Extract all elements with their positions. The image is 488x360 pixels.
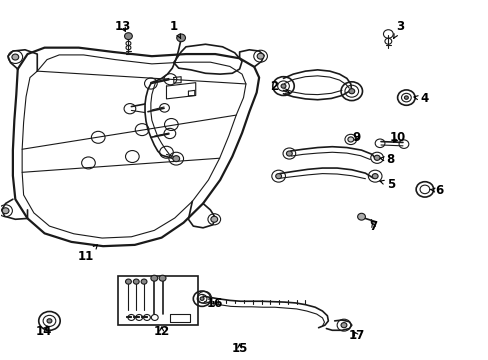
Text: 17: 17 (348, 329, 364, 342)
Circle shape (281, 84, 285, 88)
Text: 12: 12 (153, 325, 169, 338)
Text: 6: 6 (429, 184, 443, 197)
Circle shape (348, 89, 354, 94)
Text: 1: 1 (169, 20, 180, 38)
Circle shape (347, 137, 353, 142)
Circle shape (47, 319, 52, 323)
Text: 4: 4 (413, 93, 428, 105)
Circle shape (210, 216, 217, 222)
Circle shape (176, 34, 185, 42)
Circle shape (124, 33, 132, 40)
Text: 8: 8 (379, 153, 394, 166)
Circle shape (340, 323, 346, 328)
Bar (118, 276, 198, 325)
Text: 5: 5 (379, 178, 394, 191)
Circle shape (172, 156, 179, 162)
Circle shape (151, 275, 158, 281)
Circle shape (12, 54, 19, 60)
Circle shape (286, 151, 292, 156)
Circle shape (275, 174, 281, 179)
Text: 10: 10 (389, 131, 406, 144)
Circle shape (357, 213, 365, 220)
Text: 13: 13 (114, 20, 130, 33)
Circle shape (141, 279, 147, 284)
Circle shape (257, 53, 264, 59)
Text: 9: 9 (352, 131, 360, 144)
Text: 16: 16 (206, 297, 223, 310)
Text: 7: 7 (369, 220, 377, 234)
Circle shape (373, 155, 379, 160)
Circle shape (371, 174, 377, 179)
Circle shape (2, 208, 9, 214)
Text: 2: 2 (269, 80, 289, 93)
Circle shape (200, 297, 203, 300)
Text: 15: 15 (231, 342, 247, 355)
Circle shape (159, 275, 165, 281)
Text: 14: 14 (35, 325, 52, 338)
Circle shape (125, 279, 131, 284)
Circle shape (133, 279, 139, 284)
Text: 11: 11 (78, 245, 97, 264)
Circle shape (404, 96, 407, 99)
Text: 3: 3 (393, 20, 404, 38)
